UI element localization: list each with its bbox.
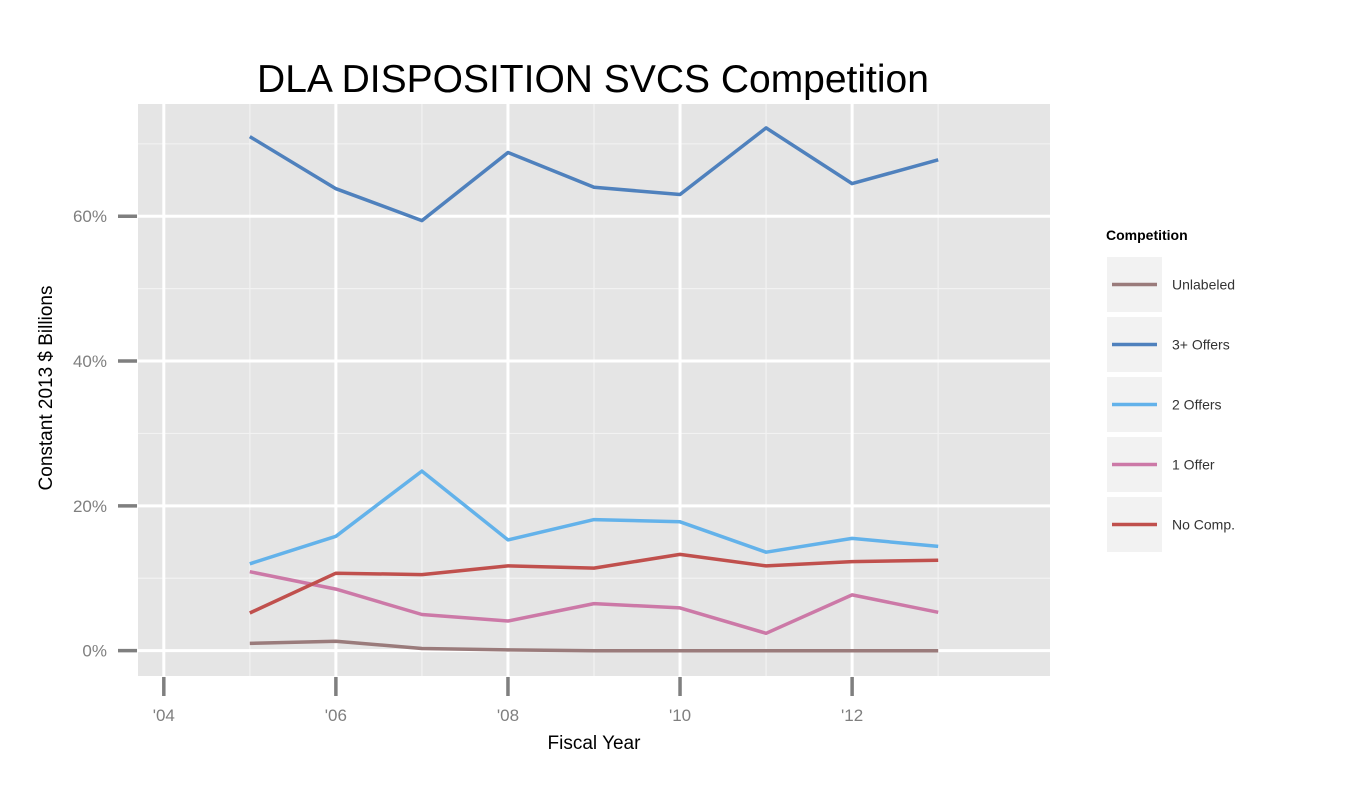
legend: Competition Unlabeled 3+ Offers 2 Offers 1 … [1106, 227, 1235, 552]
y-tick-label: 40% [73, 352, 107, 371]
x-tick-label: '04 [153, 706, 175, 725]
x-tick-label: '10 [669, 706, 691, 725]
x-axis: '04 '06 '08 '10 '12 [153, 677, 863, 725]
series-line-3-offers [248, 126, 939, 223]
y-tick-label: 20% [73, 497, 107, 516]
legend-item-no-comp: No Comp. [1107, 497, 1235, 552]
chart-title: DLA DISPOSITION SVCS Competition [257, 58, 929, 101]
y-axis: 0% 20% 40% 60% [73, 207, 137, 661]
y-tick-label: 60% [73, 207, 107, 226]
series-lines [248, 126, 939, 653]
x-tick-label: '08 [497, 706, 519, 725]
legend-item-unlabeled: Unlabeled [1107, 257, 1235, 312]
series-line-unlabeled [249, 639, 939, 653]
legend-label: 3+ Offers [1172, 337, 1230, 353]
legend-item-3-offers: 3+ Offers [1107, 317, 1230, 372]
legend-label: 2 Offers [1172, 397, 1222, 413]
y-axis-title: Constant 2013 $ Billions [36, 286, 57, 491]
legend-title: Competition [1106, 227, 1188, 243]
legend-items: Unlabeled 3+ Offers 2 Offers 1 Offer No Comp… [1107, 257, 1235, 552]
x-tick-label: '06 [325, 706, 347, 725]
series-line-no-comp [249, 552, 939, 615]
series-line-2-offers [249, 469, 939, 566]
y-tick-label: 0% [82, 642, 107, 661]
series-line-1-offer [249, 569, 939, 636]
legend-label: No Comp. [1172, 517, 1235, 533]
legend-label: 1 Offer [1172, 457, 1215, 473]
x-tick-label: '12 [841, 706, 863, 725]
legend-item-2-offers: 2 Offers [1107, 377, 1222, 432]
legend-item-1-offer: 1 Offer [1107, 437, 1215, 492]
legend-label: Unlabeled [1172, 277, 1235, 293]
x-axis-title: Fiscal Year [548, 733, 642, 754]
